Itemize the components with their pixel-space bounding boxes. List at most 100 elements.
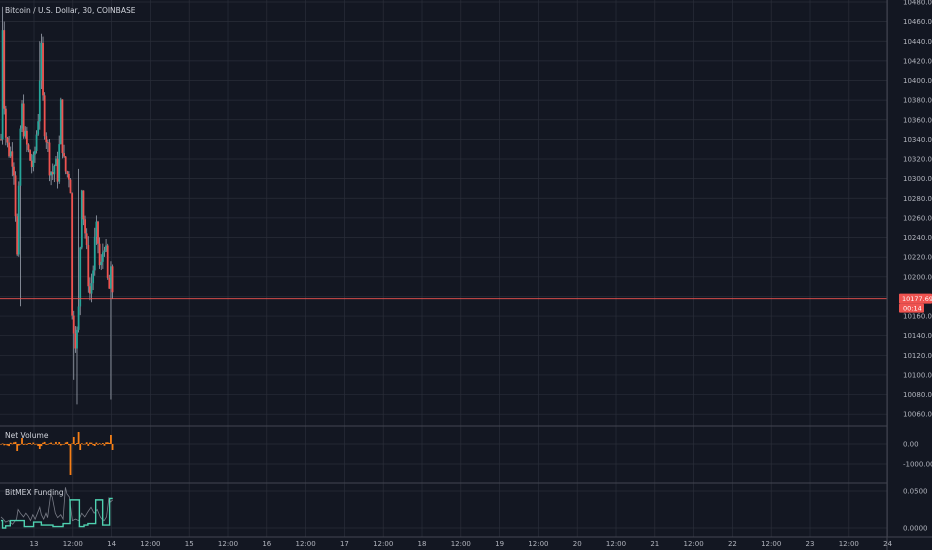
time-tick-label: 12:00 — [606, 540, 626, 548]
net-volume-bar — [22, 444, 25, 445]
funding-axis[interactable]: 0.0500 0.0000 — [903, 488, 928, 533]
candle-up — [105, 245, 107, 251]
net-volume-bar — [56, 444, 59, 445]
net-volume-bar — [105, 442, 107, 444]
net-volume-bar — [110, 435, 112, 444]
candle-up — [95, 221, 98, 237]
candle-up — [76, 329, 78, 349]
last-price-label: 10177.69 — [902, 295, 932, 303]
time-tick-label: 21 — [650, 540, 659, 548]
net-volume-bar — [90, 442, 93, 444]
candle-up — [93, 236, 96, 271]
candle-down — [51, 172, 54, 175]
price-tick-label: 10060.00 — [903, 411, 932, 419]
net-volume-bar — [58, 442, 61, 444]
net-volume-bar — [59, 444, 62, 446]
net-volume-bar — [30, 444, 33, 445]
net-volume-bar — [21, 438, 23, 444]
candle-down — [111, 266, 114, 293]
net-volume-bar — [92, 444, 95, 446]
time-tick-label: 16 — [262, 540, 271, 548]
price-pane[interactable] — [0, 6, 887, 405]
candle-down — [87, 244, 90, 287]
funding-tick-label: 0.0000 — [903, 525, 928, 533]
time-tick-label: 17 — [340, 540, 349, 548]
bitmex-funding-pane[interactable] — [0, 482, 887, 529]
time-tick-label: 22 — [728, 540, 737, 548]
candle-down — [3, 30, 6, 109]
net-volume-bar — [80, 443, 83, 444]
candle-down — [6, 137, 9, 143]
candle-down — [85, 233, 88, 245]
net-volume-bar — [17, 444, 20, 446]
bitmex-funding-title[interactable]: BitMEX Funding — [5, 488, 64, 497]
net-volume-bar — [63, 444, 65, 445]
price-tick-label: 10300.00 — [903, 175, 932, 183]
net-volume-bar — [61, 444, 64, 445]
net-volume-bar — [101, 442, 104, 444]
net-volume-bar — [82, 444, 85, 445]
price-tick-label: 10080.00 — [903, 391, 932, 399]
price-tick-label: 10420.00 — [903, 57, 932, 65]
net-volume-bar — [51, 443, 54, 445]
time-tick-label: 12:00 — [296, 540, 316, 548]
countdown-label: 00:14 — [903, 304, 922, 312]
net-volume-bar — [106, 442, 109, 444]
price-tick-label: 10240.00 — [903, 234, 932, 242]
net-volume-bar — [95, 442, 98, 444]
candle-down — [0, 139, 2, 141]
net-volume-bar — [68, 444, 70, 446]
net-volume-bar — [37, 444, 40, 447]
candle-down — [82, 190, 85, 220]
net-volume-bar — [72, 437, 75, 444]
time-axis[interactable]: 13 12:00 14 12:00 15 12:00 16 12:00 17 12:00 18 12:… — [30, 540, 893, 548]
price-tick-label: 10280.00 — [903, 195, 932, 203]
funding-step-series — [1, 497, 113, 529]
net-volume-bar — [27, 443, 30, 444]
candle-up — [37, 121, 40, 135]
last-price-badge: 10177.69 00:14 — [899, 293, 932, 313]
candle-down — [11, 151, 14, 167]
candle-down — [8, 142, 10, 157]
candle-up — [55, 158, 57, 166]
candle-down — [72, 315, 75, 334]
net-volume-pane[interactable] — [0, 425, 887, 475]
net-volume-axis[interactable]: 0.00 -1000.00 — [903, 441, 932, 469]
net-volume-bar — [87, 444, 90, 446]
net-volume-series — [0, 432, 114, 475]
net-volume-title[interactable]: Net Volume — [5, 431, 49, 440]
price-tick-label: 10260.00 — [903, 214, 932, 222]
time-tick-label: 24 — [883, 540, 892, 548]
time-tick-label: 12:00 — [839, 540, 859, 548]
candle-down — [63, 153, 65, 157]
net-volume-bar — [98, 443, 101, 444]
price-tick-label: 10320.00 — [903, 156, 932, 164]
candle-up — [100, 261, 103, 266]
candle-down — [48, 142, 51, 176]
net-volume-bar — [84, 443, 86, 445]
net-volume-bar — [43, 441, 46, 444]
candle-down — [14, 175, 17, 217]
candle-up — [19, 128, 22, 186]
price-tick-label: 10160.00 — [903, 313, 932, 321]
funding-tick-label: 0.0500 — [903, 488, 928, 496]
main-chart-title[interactable]: Bitcoin / U.S. Dollar, 30, COINBASE — [5, 6, 136, 15]
time-tick-label: 12:00 — [140, 540, 160, 548]
net-volume-bar — [29, 442, 31, 444]
net-volume-bar — [34, 444, 36, 445]
time-tick-label: 23 — [806, 540, 815, 548]
time-tick-label: 13 — [30, 540, 39, 548]
candle-up — [90, 283, 93, 294]
net-volume-bar — [64, 442, 67, 444]
net-volume-bar — [111, 444, 114, 450]
time-tick-label: 12:00 — [451, 540, 471, 548]
net-volume-bar — [4, 444, 7, 445]
net-volume-bar — [24, 443, 27, 445]
net-volume-bar — [93, 444, 96, 446]
net-volume-bar — [66, 441, 69, 444]
net-volume-bar — [8, 444, 10, 447]
price-tick-label: 10460.00 — [903, 18, 932, 26]
net-volume-bar — [19, 444, 22, 445]
